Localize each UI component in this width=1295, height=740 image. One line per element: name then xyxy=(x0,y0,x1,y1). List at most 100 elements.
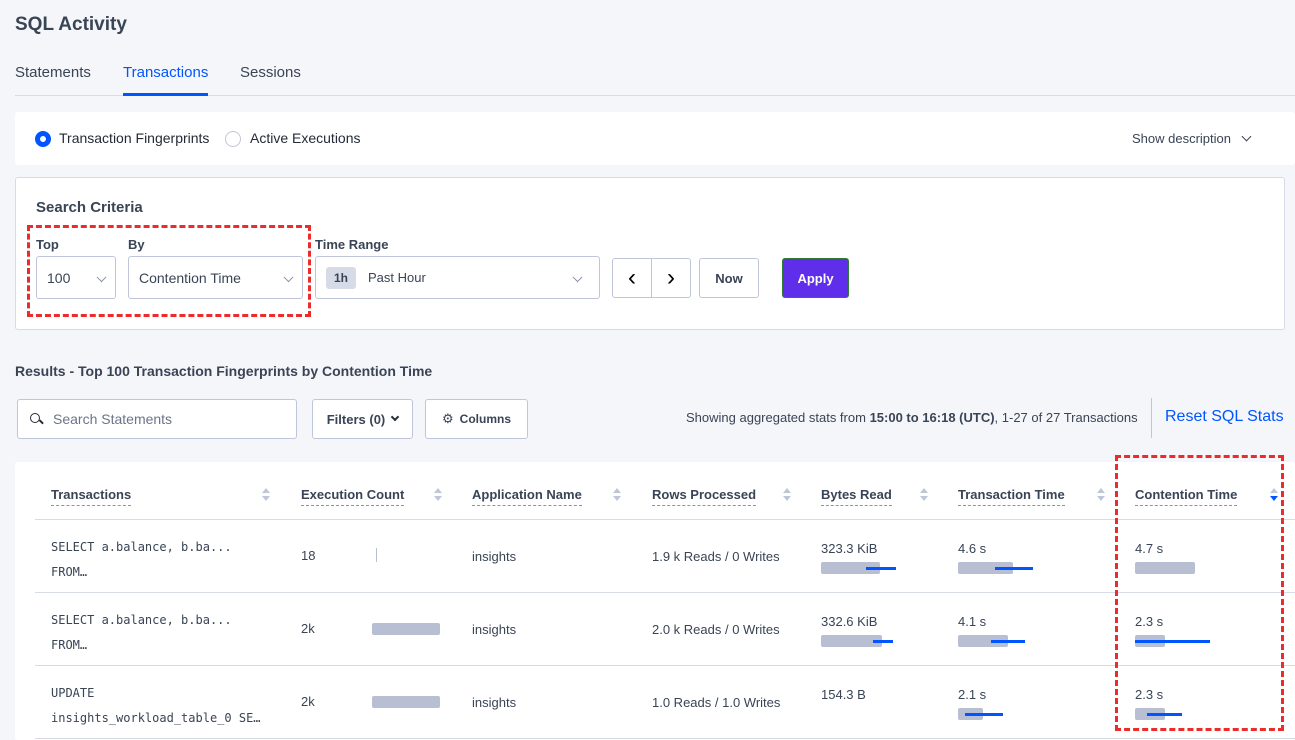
txn-line: insights_workload_table_0 SE… xyxy=(51,711,261,725)
search-icon xyxy=(30,412,44,426)
transaction-link[interactable]: UPDATE insights_workload_table_0 SE… xyxy=(51,681,261,731)
annotation-highlight xyxy=(1115,455,1284,731)
bytes-read: 154.3 B xyxy=(821,687,866,702)
radio-label[interactable]: Transaction Fingerprints xyxy=(59,130,210,146)
by-value: Contention Time xyxy=(139,269,241,286)
stddev-line xyxy=(1135,640,1210,643)
mean-bar xyxy=(1135,562,1195,574)
time-range-select[interactable]: 1h Past Hour xyxy=(315,256,600,299)
apply-button[interactable]: Apply xyxy=(782,258,849,298)
column-header[interactable]: Execution Count xyxy=(301,487,405,506)
tab-transactions[interactable]: Transactions xyxy=(123,64,209,81)
application-name: insights xyxy=(472,549,517,564)
transaction-link[interactable]: SELECT a.balance, b.ba... FROM… xyxy=(51,608,232,658)
column-header[interactable]: Transactions xyxy=(51,487,132,506)
divider xyxy=(1151,398,1152,438)
show-description-toggle[interactable]: Show description xyxy=(1132,131,1252,146)
filters-button[interactable]: Filters (0) xyxy=(312,399,413,439)
show-description-label: Show description xyxy=(1132,131,1231,146)
row-divider xyxy=(35,592,1295,593)
mean-bar xyxy=(821,635,882,647)
radio-transaction-fingerprints[interactable] xyxy=(35,131,51,147)
previous-time-button[interactable]: ‹ xyxy=(612,258,652,298)
column-header[interactable]: Application Name xyxy=(472,487,582,506)
active-tab-indicator xyxy=(123,93,208,96)
stddev-line xyxy=(965,713,1003,716)
execution-count: 2k xyxy=(301,694,315,709)
top-value: 100 xyxy=(47,269,71,286)
column-header[interactable]: Bytes Read xyxy=(821,487,892,506)
summary-prefix: Showing aggregated stats from xyxy=(686,410,870,425)
sort-icon[interactable] xyxy=(434,488,442,502)
transaction-time-bar xyxy=(958,708,1033,720)
contention-time-bar xyxy=(1135,635,1210,647)
tab-sessions[interactable]: Sessions xyxy=(240,64,301,81)
by-label: By xyxy=(128,237,145,252)
radio-active-executions[interactable] xyxy=(225,131,241,147)
sort-icon[interactable] xyxy=(1097,488,1105,502)
search-statements-input[interactable]: Search Statements xyxy=(17,399,297,439)
contention-time: 4.7 s xyxy=(1135,541,1164,556)
contention-time: 2.3 s xyxy=(1135,687,1164,702)
top-select[interactable]: 100 xyxy=(36,256,116,299)
chevron-down-icon xyxy=(391,412,400,422)
application-name: insights xyxy=(472,622,517,637)
transaction-time-bar xyxy=(958,635,1033,647)
chevron-down-icon xyxy=(572,271,583,282)
time-badge: 1h xyxy=(326,266,357,289)
stddev-line xyxy=(991,640,1025,643)
time-range-value: Past Hour xyxy=(368,270,426,285)
stddev-line xyxy=(995,567,1033,570)
annotation-highlight xyxy=(27,225,311,317)
mean-bar xyxy=(376,548,377,562)
chevron-down-icon xyxy=(1241,131,1252,142)
next-time-button[interactable]: › xyxy=(651,258,691,298)
filters-label: Filters (0) xyxy=(326,411,386,427)
results-summary: Showing aggregated stats from 15:00 to 1… xyxy=(686,410,1138,425)
txn-line: SELECT a.balance, b.ba... xyxy=(51,540,232,554)
bytes-read: 332.6 KiB xyxy=(821,614,878,629)
radio-label[interactable]: Active Executions xyxy=(250,130,361,146)
reset-sql-stats-link[interactable]: Reset SQL Stats xyxy=(1165,408,1284,425)
application-name: insights xyxy=(472,695,517,710)
transaction-time: 2.1 s xyxy=(958,687,987,702)
column-header[interactable]: Transaction Time xyxy=(958,487,1065,506)
now-button[interactable]: Now xyxy=(699,258,759,298)
bytes-read: 323.3 KiB xyxy=(821,541,878,556)
tab-statements[interactable]: Statements xyxy=(15,64,91,81)
transaction-time-bar xyxy=(958,562,1033,574)
exec-bar xyxy=(372,623,447,635)
txn-line: SELECT a.balance, b.ba... xyxy=(51,613,232,627)
transaction-link[interactable]: SELECT a.balance, b.ba... FROM… xyxy=(51,535,232,585)
sort-icon[interactable] xyxy=(783,488,791,502)
sort-icon[interactable] xyxy=(920,488,928,502)
contention-time-bar xyxy=(1135,562,1210,574)
gear-icon: ⚙ xyxy=(442,411,454,426)
by-select[interactable]: Contention Time xyxy=(128,256,303,299)
summary-time-range: 15:00 to 16:18 (UTC) xyxy=(869,410,995,425)
search-criteria-panel xyxy=(15,177,1285,330)
rows-processed: 1.9 k Reads / 0 Writes xyxy=(652,549,780,564)
exec-bar xyxy=(372,548,447,562)
row-divider xyxy=(35,519,1295,520)
search-placeholder: Search Statements xyxy=(53,411,173,427)
txn-line: UPDATE xyxy=(51,686,95,700)
execution-count: 2k xyxy=(301,621,315,636)
transaction-time: 4.1 s xyxy=(958,614,987,629)
sort-icon[interactable] xyxy=(262,488,270,502)
column-header[interactable]: Rows Processed xyxy=(652,487,757,506)
transactions-table xyxy=(15,462,1295,740)
sort-icon[interactable] xyxy=(1270,488,1278,502)
rows-processed: 1.0 Reads / 1.0 Writes xyxy=(652,695,781,710)
contention-time-bar xyxy=(1135,708,1210,720)
mean-bar xyxy=(958,635,1008,647)
top-label: Top xyxy=(36,237,59,252)
columns-button[interactable]: ⚙ Columns xyxy=(425,399,528,439)
sort-icon[interactable] xyxy=(613,488,621,502)
row-divider xyxy=(35,665,1295,666)
column-header[interactable]: Contention Time xyxy=(1135,487,1238,506)
results-title: Results - Top 100 Transaction Fingerprin… xyxy=(15,363,433,379)
mean-bar xyxy=(372,696,440,708)
row-divider xyxy=(35,738,1295,739)
bytes-read-bar xyxy=(821,562,896,574)
